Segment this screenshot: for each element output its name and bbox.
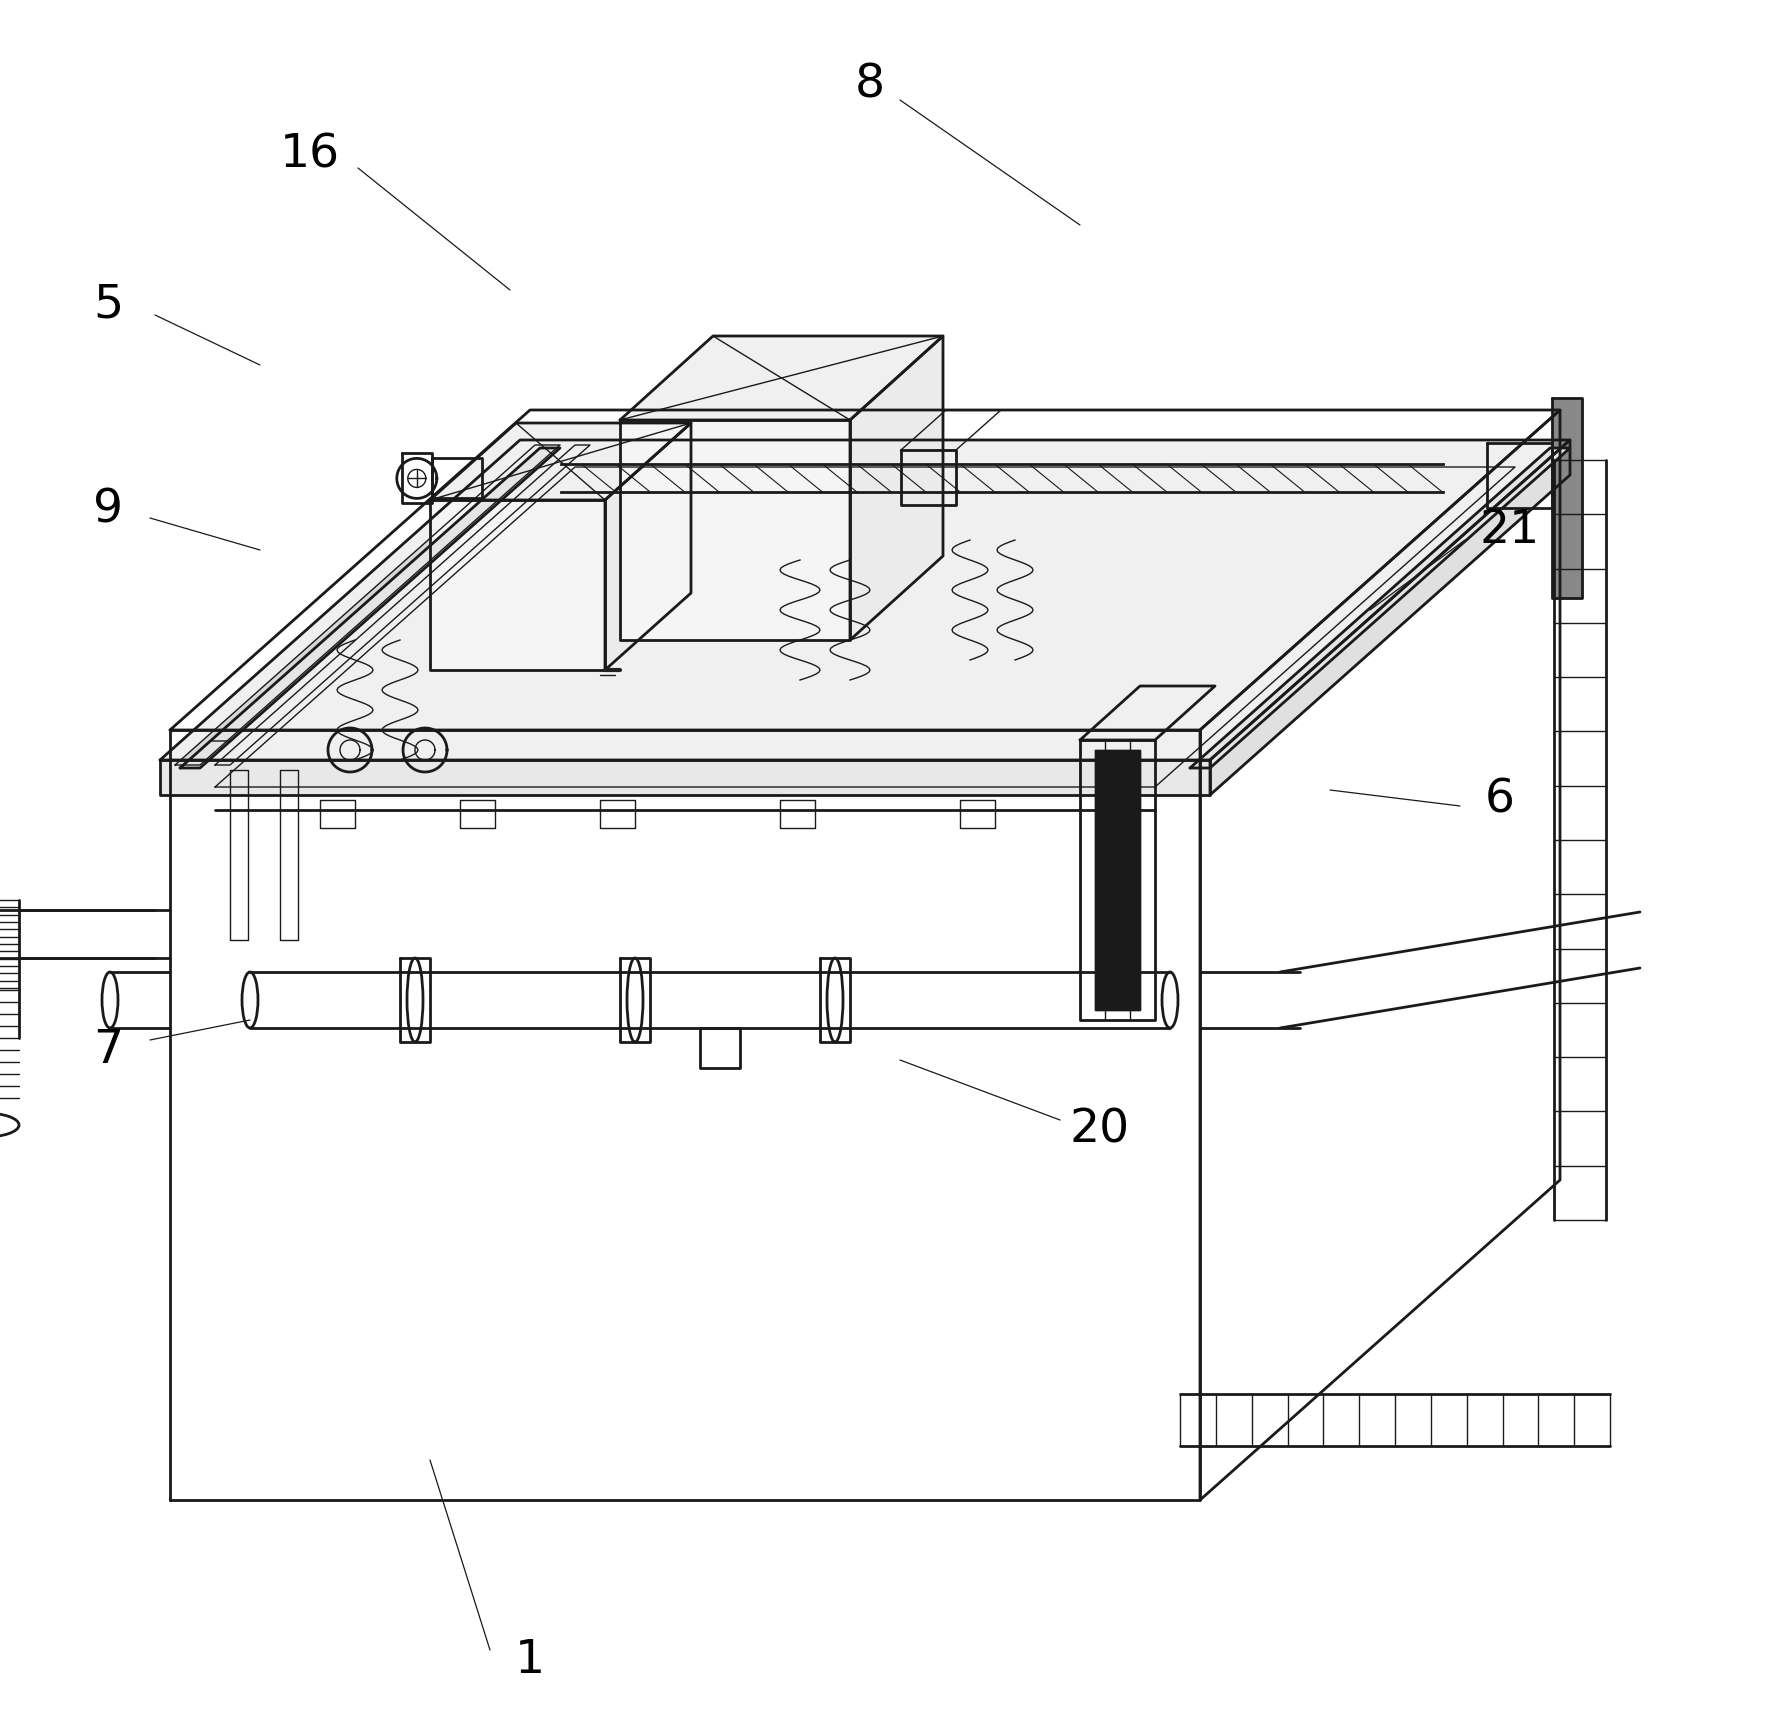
Polygon shape — [1552, 399, 1582, 598]
Polygon shape — [620, 335, 943, 419]
Polygon shape — [620, 419, 851, 639]
Text: 7: 7 — [92, 1028, 123, 1073]
Polygon shape — [160, 440, 1570, 760]
Polygon shape — [606, 423, 691, 670]
Polygon shape — [1096, 749, 1140, 1011]
Polygon shape — [176, 445, 559, 765]
Text: 1: 1 — [515, 1638, 545, 1683]
Text: 9: 9 — [92, 488, 123, 533]
Polygon shape — [430, 500, 606, 670]
Text: 6: 6 — [1485, 777, 1515, 822]
Polygon shape — [179, 449, 559, 768]
Text: 20: 20 — [1069, 1107, 1130, 1152]
Text: 21: 21 — [1479, 507, 1540, 552]
Polygon shape — [851, 335, 943, 639]
Text: 5: 5 — [92, 282, 123, 328]
Polygon shape — [430, 423, 691, 500]
Text: 8: 8 — [854, 62, 884, 108]
Polygon shape — [1209, 440, 1570, 794]
Polygon shape — [1190, 449, 1570, 768]
Polygon shape — [160, 760, 1209, 794]
Text: 16: 16 — [281, 132, 339, 177]
